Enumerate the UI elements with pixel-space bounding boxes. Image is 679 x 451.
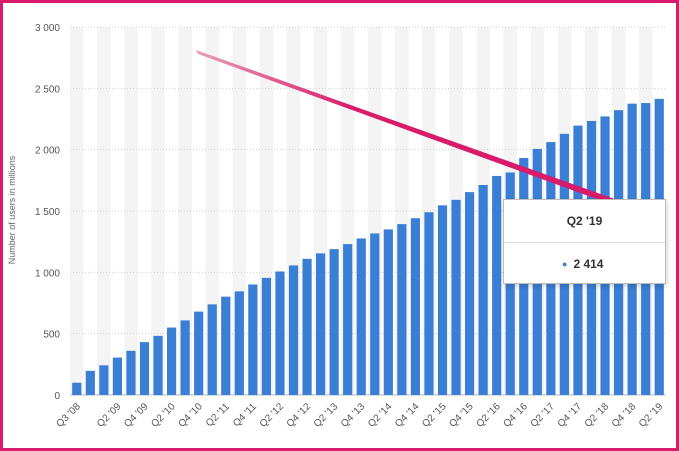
x-tick-label: Q2 '14	[366, 401, 395, 430]
tooltip: Q2 '19 ● 2 414	[503, 199, 666, 284]
y-tick-label: 1 500	[35, 207, 60, 218]
bar[interactable]	[194, 311, 204, 395]
x-tick-label: Q2 '19	[637, 401, 666, 430]
x-tick-label: Q2 '11	[204, 401, 232, 429]
bar[interactable]	[397, 224, 407, 395]
bar[interactable]	[261, 277, 272, 395]
bar[interactable]	[464, 192, 475, 395]
x-tick-label: Q4 '15	[447, 401, 476, 430]
bar[interactable]	[451, 199, 461, 395]
x-tick-label: Q4 '11	[231, 401, 259, 429]
bar[interactable]	[248, 284, 258, 395]
bar[interactable]	[126, 350, 136, 395]
background-band	[178, 27, 192, 395]
bar[interactable]	[383, 229, 393, 395]
x-tick-label: Q3 '08	[54, 401, 83, 430]
x-tick-label: Q4 '10	[176, 401, 205, 430]
x-tick-label: Q4 '16	[501, 401, 530, 430]
bar[interactable]	[166, 327, 177, 395]
series-bullet-icon: ●	[562, 259, 568, 269]
y-axis-ticks: 0 500 1 000 1 500 2 000 2 500 3 000	[35, 23, 60, 402]
bar[interactable]	[424, 212, 434, 395]
x-tick-label: Q2 '15	[420, 401, 449, 430]
bar[interactable]	[99, 365, 109, 395]
tooltip-title: Q2 '19	[504, 200, 665, 243]
x-tick-label: Q2 '13	[312, 401, 341, 430]
y-tick-label: 2 000	[35, 146, 60, 157]
bar[interactable]	[275, 271, 285, 395]
bar[interactable]	[329, 249, 339, 395]
bar[interactable]	[370, 233, 380, 395]
bar[interactable]	[72, 382, 82, 395]
bar[interactable]	[112, 357, 123, 395]
tooltip-value-row: ● 2 414	[504, 243, 665, 271]
x-tick-label: Q2 '10	[149, 401, 178, 430]
bar[interactable]	[153, 335, 163, 395]
bar[interactable]	[492, 175, 502, 395]
x-tick-label: Q2 '09	[95, 401, 124, 430]
y-tick-label: 3 000	[35, 23, 60, 34]
x-tick-label: Q4 '17	[556, 401, 585, 430]
bar[interactable]	[343, 244, 353, 395]
y-axis-label: Number of users in millions	[7, 155, 17, 264]
bar[interactable]	[139, 342, 150, 395]
y-tick-label: 0	[54, 391, 60, 402]
bar[interactable]	[315, 253, 326, 395]
x-tick-label: Q4 '09	[122, 401, 151, 430]
bar[interactable]	[437, 205, 448, 395]
bar[interactable]	[234, 291, 244, 395]
x-tick-label: Q2 '18	[583, 401, 612, 430]
background-band	[151, 27, 165, 395]
x-tick-label: Q4 '12	[285, 401, 314, 430]
x-tick-label: Q4 '18	[610, 401, 639, 430]
x-tick-label: Q4 '14	[393, 401, 422, 430]
bar[interactable]	[85, 370, 95, 395]
bar[interactable]	[207, 304, 217, 395]
tooltip-value: 2 414	[573, 257, 604, 271]
x-tick-label: Q2 '16	[474, 401, 503, 430]
y-tick-label: 2 500	[35, 84, 60, 95]
bar[interactable]	[410, 218, 421, 395]
bar[interactable]	[356, 238, 366, 395]
bar[interactable]	[221, 296, 231, 395]
bar[interactable]	[302, 258, 312, 395]
y-tick-label: 500	[43, 330, 60, 341]
x-tick-label: Q4 '13	[339, 401, 368, 430]
x-tick-label: Q2 '17	[529, 401, 558, 430]
bar[interactable]	[478, 184, 488, 395]
bar[interactable]	[288, 265, 299, 395]
bar[interactable]	[180, 320, 190, 395]
x-tick-label: Q2 '12	[258, 401, 287, 430]
y-tick-label: 1 000	[35, 268, 60, 279]
